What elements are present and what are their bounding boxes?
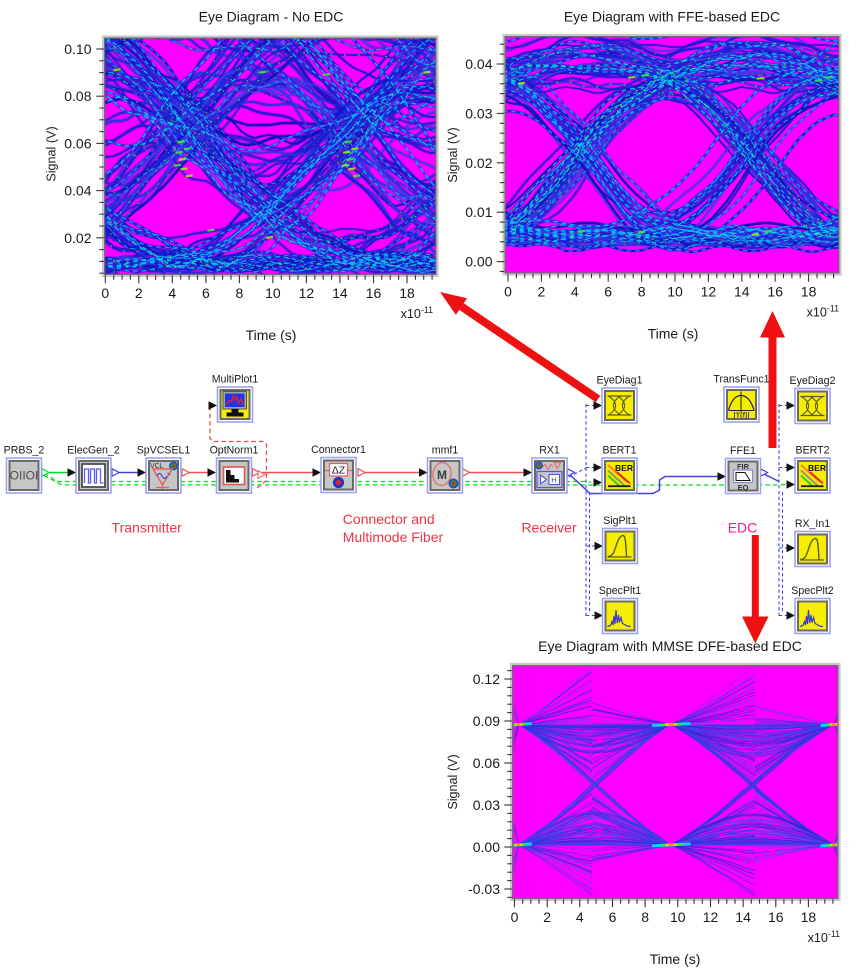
svg-text:2: 2	[135, 285, 143, 301]
svg-text:14: 14	[734, 284, 750, 300]
svg-text:0: 0	[101, 285, 109, 301]
svg-text:SigPlt1: SigPlt1	[603, 515, 637, 527]
svg-text:x10-11: x10-11	[807, 304, 839, 320]
svg-text:EDC: EDC	[728, 520, 758, 536]
svg-text:0.02: 0.02	[64, 230, 91, 246]
svg-text:EyeDiag2: EyeDiag2	[790, 375, 836, 387]
svg-text:TransFunc1: TransFunc1	[713, 374, 769, 386]
svg-text:Time (s): Time (s)	[246, 327, 297, 343]
svg-text:0.03: 0.03	[465, 105, 492, 121]
svg-text:RX1: RX1	[539, 445, 560, 457]
svg-text:0.03: 0.03	[473, 797, 500, 813]
svg-text:Eye Diagram with FFE-based EDC: Eye Diagram with FFE-based EDC	[564, 9, 780, 25]
svg-text:0.08: 0.08	[64, 88, 91, 104]
svg-text:EQ: EQ	[738, 483, 749, 492]
svg-text:Eye Diagram - No EDC: Eye Diagram - No EDC	[199, 9, 344, 25]
svg-text:14: 14	[735, 909, 751, 925]
svg-text:18: 18	[801, 909, 817, 925]
svg-text:BERT2: BERT2	[796, 445, 830, 457]
svg-text:0.00: 0.00	[473, 839, 500, 855]
svg-text:4: 4	[571, 284, 579, 300]
svg-text:SpecPlt1: SpecPlt1	[599, 585, 642, 597]
svg-text:6: 6	[202, 285, 210, 301]
svg-text:2: 2	[543, 909, 551, 925]
svg-text:0.06: 0.06	[64, 135, 91, 151]
svg-text:12: 12	[299, 285, 315, 301]
svg-text:RX_In1: RX_In1	[795, 518, 830, 530]
svg-text:|T(f)|: |T(f)|	[733, 411, 749, 420]
svg-text:18: 18	[801, 284, 817, 300]
svg-text:Connector and: Connector and	[343, 511, 435, 527]
svg-text:0.06: 0.06	[473, 755, 500, 771]
svg-text:mmf1: mmf1	[432, 445, 459, 457]
svg-text:VCL: VCL	[150, 463, 164, 470]
svg-text:SpecPlt2: SpecPlt2	[791, 585, 834, 597]
svg-text:Signal (V): Signal (V)	[446, 127, 460, 182]
svg-text:Signal (V): Signal (V)	[45, 126, 59, 181]
svg-text:Connector1: Connector1	[311, 444, 366, 456]
svg-text:0.10: 0.10	[64, 41, 91, 57]
svg-text:8: 8	[641, 909, 649, 925]
svg-text:SpVCSEL1: SpVCSEL1	[137, 445, 191, 457]
svg-text:MultiPlot1: MultiPlot1	[212, 374, 259, 386]
svg-text:x10-11: x10-11	[401, 305, 433, 321]
svg-text:10: 10	[265, 285, 281, 301]
svg-text:ElecGen_2: ElecGen_2	[67, 445, 120, 457]
svg-text:0.04: 0.04	[465, 56, 492, 72]
svg-text:0: 0	[504, 284, 512, 300]
svg-text:0.09: 0.09	[473, 713, 500, 729]
svg-text:x10-11: x10-11	[808, 929, 840, 945]
svg-text:ΔZ: ΔZ	[332, 465, 346, 477]
svg-text:OIIOI: OIIOI	[10, 469, 39, 483]
svg-text:18: 18	[399, 285, 415, 301]
svg-text:0.02: 0.02	[465, 155, 492, 171]
svg-text:8: 8	[638, 284, 646, 300]
svg-text:8: 8	[236, 285, 244, 301]
svg-text:Time (s): Time (s)	[650, 951, 701, 967]
svg-text:EyeDiag1: EyeDiag1	[597, 375, 643, 387]
svg-text:-0.03: -0.03	[468, 881, 500, 897]
svg-text:0.04: 0.04	[64, 183, 91, 199]
svg-text:16: 16	[768, 909, 784, 925]
svg-text:0: 0	[511, 909, 519, 925]
svg-text:14: 14	[332, 285, 348, 301]
svg-text:0.12: 0.12	[473, 671, 500, 687]
svg-text:2: 2	[538, 284, 546, 300]
svg-text:12: 12	[701, 284, 717, 300]
svg-text:BER: BER	[808, 463, 826, 473]
svg-text:12: 12	[703, 909, 719, 925]
svg-text:FFE1: FFE1	[730, 445, 756, 457]
svg-text:Receiver: Receiver	[521, 520, 577, 536]
svg-text:4: 4	[576, 909, 584, 925]
svg-text:H: H	[551, 476, 556, 485]
svg-text:FIR: FIR	[737, 462, 750, 471]
svg-text:OptNorm1: OptNorm1	[210, 445, 259, 457]
svg-text:Time (s): Time (s)	[648, 326, 699, 342]
svg-text:10: 10	[670, 909, 686, 925]
svg-text:6: 6	[604, 284, 612, 300]
svg-text:Signal (V): Signal (V)	[446, 754, 460, 809]
svg-text:M: M	[437, 468, 447, 482]
svg-text:Transmitter: Transmitter	[112, 520, 183, 536]
svg-text:BERT1: BERT1	[603, 445, 637, 457]
svg-text:Multimode Fiber: Multimode Fiber	[343, 529, 444, 545]
svg-text:Eye Diagram with MMSE DFE-base: Eye Diagram with MMSE DFE-based EDC	[538, 638, 802, 654]
svg-text:6: 6	[609, 909, 617, 925]
svg-text:16: 16	[366, 285, 382, 301]
svg-text:10: 10	[667, 284, 683, 300]
svg-text:0.01: 0.01	[465, 204, 492, 220]
svg-text:0.00: 0.00	[465, 254, 492, 270]
svg-text:BER: BER	[615, 463, 633, 473]
svg-text:PRBS_2: PRBS_2	[4, 445, 45, 457]
svg-text:16: 16	[767, 284, 783, 300]
svg-text:4: 4	[168, 285, 176, 301]
